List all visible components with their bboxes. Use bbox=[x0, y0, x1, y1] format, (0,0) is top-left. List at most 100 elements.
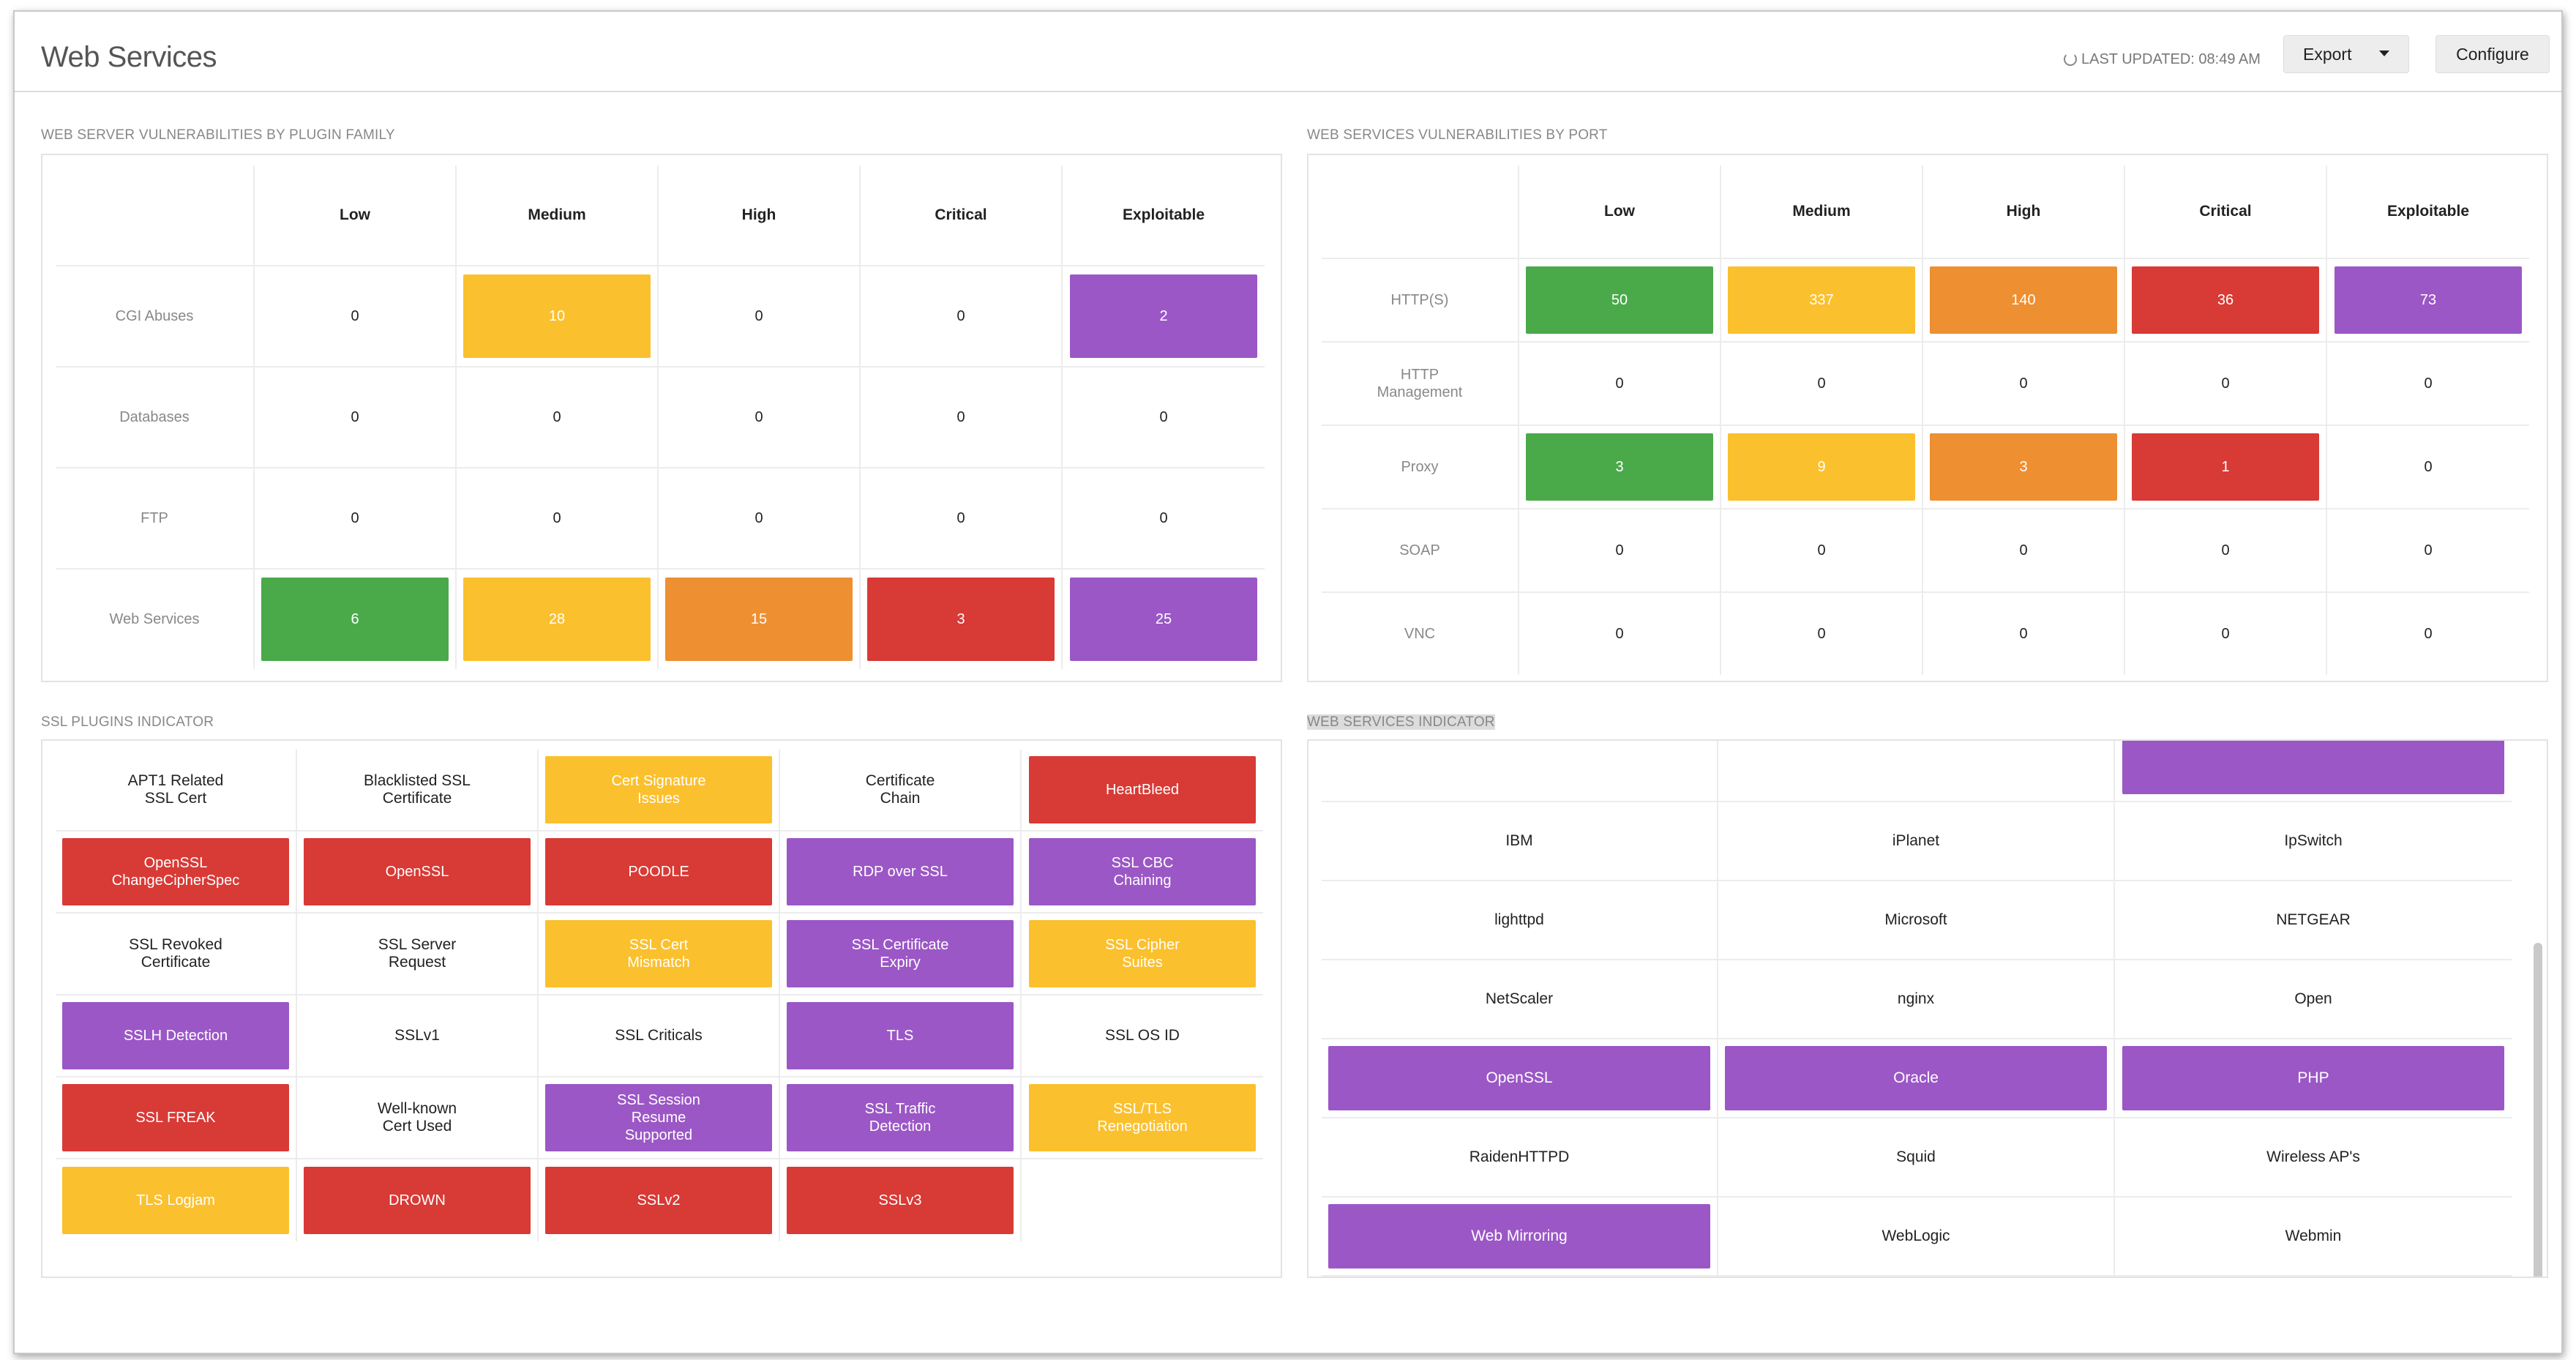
count-value[interactable]: 0 bbox=[2019, 375, 2028, 392]
ws-cell-nginx[interactable]: nginx bbox=[1718, 960, 2115, 1039]
severity-count-high[interactable]: 3 bbox=[1930, 433, 2117, 501]
ssl-tile-cert-signature-issues[interactable]: Cert Signature Issues bbox=[545, 756, 772, 823]
ssl-tile-ssl-session-resume-supported[interactable]: SSL Session Resume Supported bbox=[545, 1084, 772, 1151]
ssl-cell-ssl-freak[interactable]: SSL FREAK bbox=[56, 1077, 297, 1159]
ssl-cell-certificate-chain[interactable]: Certificate Chain bbox=[780, 750, 1022, 832]
ssl-cell-sslv1[interactable]: SSLv1 bbox=[297, 995, 539, 1077]
severity-count-high[interactable]: 140 bbox=[1930, 266, 2117, 334]
count-value[interactable]: 0 bbox=[553, 509, 561, 526]
ssl-cell-sslh-detection[interactable]: SSLH Detection bbox=[56, 995, 297, 1077]
count-value[interactable]: 0 bbox=[2424, 375, 2433, 392]
count-value[interactable]: 0 bbox=[956, 509, 965, 526]
severity-count-low[interactable]: 50 bbox=[1526, 266, 1713, 334]
ssl-cell-tls[interactable]: TLS bbox=[780, 995, 1022, 1077]
ssl-tile-rdp-over-ssl[interactable]: RDP over SSL bbox=[787, 838, 1014, 905]
count-value[interactable]: 0 bbox=[2221, 542, 2230, 558]
ws-cell-lighttpd[interactable]: lighttpd bbox=[1322, 881, 1718, 960]
severity-count-medium[interactable]: 28 bbox=[463, 578, 651, 661]
count-value[interactable]: 0 bbox=[755, 307, 763, 324]
count-value[interactable]: 0 bbox=[1817, 375, 1826, 392]
count-value[interactable]: 0 bbox=[553, 408, 561, 425]
count-value[interactable]: 0 bbox=[1817, 542, 1826, 558]
ssl-tile-heartbleed[interactable]: HeartBleed bbox=[1029, 756, 1256, 823]
ssl-cell-ssl-session-resume-supported[interactable]: SSL Session Resume Supported bbox=[539, 1077, 780, 1159]
ssl-cell-rdp-over-ssl[interactable]: RDP over SSL bbox=[780, 832, 1022, 913]
ssl-cell-openssl[interactable]: OpenSSL bbox=[297, 832, 539, 913]
severity-count-exploitable[interactable]: 25 bbox=[1070, 578, 1257, 661]
ssl-cell-drown[interactable]: DROWN bbox=[297, 1159, 539, 1241]
ssl-cell-ssl-tls-renegotiation[interactable]: SSL/TLS Renegotiation bbox=[1022, 1077, 1263, 1159]
count-value[interactable]: 0 bbox=[755, 408, 763, 425]
ssl-tile-ssl-traffic-detection[interactable]: SSL Traffic Detection bbox=[787, 1084, 1014, 1151]
ssl-tile-ssl-cert-mismatch[interactable]: SSL Cert Mismatch bbox=[545, 920, 772, 987]
ssl-tile-poodle[interactable]: POODLE bbox=[545, 838, 772, 905]
ssl-tile-ssl-tls-renegotiation[interactable]: SSL/TLS Renegotiation bbox=[1029, 1084, 1256, 1151]
ws-cell-microsoft[interactable]: Microsoft bbox=[1718, 881, 2115, 960]
count-value[interactable]: 0 bbox=[1159, 509, 1168, 526]
ssl-cell-poodle[interactable]: POODLE bbox=[539, 832, 780, 913]
ssl-tile-ssl-freak[interactable]: SSL FREAK bbox=[62, 1084, 289, 1151]
count-value[interactable]: 0 bbox=[2019, 542, 2028, 558]
ssl-tile-tls[interactable]: TLS bbox=[787, 1002, 1014, 1069]
ssl-cell-sslv3[interactable]: SSLv3 bbox=[780, 1159, 1022, 1241]
refresh-icon[interactable] bbox=[2064, 53, 2077, 66]
count-value[interactable]: 0 bbox=[2424, 542, 2433, 558]
count-value[interactable]: 0 bbox=[1615, 542, 1624, 558]
severity-count-high[interactable]: 15 bbox=[665, 578, 853, 661]
count-value[interactable]: 0 bbox=[2019, 625, 2028, 642]
count-value[interactable]: 0 bbox=[2424, 458, 2433, 475]
ws-cell-openssl[interactable]: OpenSSL bbox=[1322, 1039, 1718, 1118]
ws-tile-openssl[interactable]: OpenSSL bbox=[1328, 1046, 1710, 1110]
severity-count-medium[interactable]: 10 bbox=[463, 274, 651, 358]
severity-count-low[interactable]: 3 bbox=[1526, 433, 1713, 501]
ssl-cell-ssl-criticals[interactable]: SSL Criticals bbox=[539, 995, 780, 1077]
severity-count-exploitable[interactable]: 73 bbox=[2334, 266, 2522, 334]
ws-tile-php[interactable]: PHP bbox=[2122, 1046, 2504, 1110]
severity-count-low[interactable]: 6 bbox=[261, 578, 449, 661]
ws-cell-webmin[interactable]: Webmin bbox=[2115, 1198, 2512, 1277]
severity-count-critical[interactable]: 1 bbox=[2132, 433, 2319, 501]
count-value[interactable]: 0 bbox=[2221, 375, 2230, 392]
ws-indicator-scroll[interactable]: IBM iPlanet IpSwitch lighttpd Microsoft NETGE… bbox=[1308, 741, 2547, 1277]
ssl-cell-ssl-traffic-detection[interactable]: SSL Traffic Detection bbox=[780, 1077, 1022, 1159]
ssl-tile-openssl-changecipherspec[interactable]: OpenSSL ChangeCipherSpec bbox=[62, 838, 289, 905]
count-value[interactable]: 0 bbox=[1817, 625, 1826, 642]
ssl-cell-blacklisted-ssl-certificate[interactable]: Blacklisted SSL Certificate bbox=[297, 750, 539, 832]
ws-tile-oracle[interactable]: Oracle bbox=[1725, 1046, 2107, 1110]
ssl-cell-ssl-os-id[interactable]: SSL OS ID bbox=[1022, 995, 1263, 1077]
ws-tile-blank[interactable] bbox=[2122, 741, 2504, 794]
ssl-tile-ssl-certificate-expiry[interactable]: SSL Certificate Expiry bbox=[787, 920, 1014, 987]
count-value[interactable]: 0 bbox=[2424, 625, 2433, 642]
ssl-cell-tls-logjam[interactable]: TLS Logjam bbox=[56, 1159, 297, 1241]
configure-button[interactable]: Configure bbox=[2435, 35, 2550, 73]
ssl-tile-ssl-cipher-suites[interactable]: SSL Cipher Suites bbox=[1029, 920, 1256, 987]
count-value[interactable]: 0 bbox=[351, 509, 359, 526]
ssl-tile-tls-logjam[interactable]: TLS Logjam bbox=[62, 1167, 289, 1234]
ws-cell-wireless-ap-s[interactable]: Wireless AP's bbox=[2115, 1118, 2512, 1198]
severity-count-critical[interactable]: 36 bbox=[2132, 266, 2319, 334]
ws-cell-iplanet[interactable]: iPlanet bbox=[1718, 802, 2115, 881]
ssl-cell-ssl-server-request[interactable]: SSL Server Request bbox=[297, 913, 539, 995]
ws-cell-squid[interactable]: Squid bbox=[1718, 1118, 2115, 1198]
count-value[interactable]: 0 bbox=[1615, 625, 1624, 642]
ws-cell-raidenhttpd[interactable]: RaidenHTTPD bbox=[1322, 1118, 1718, 1198]
ssl-tile-sslv3[interactable]: SSLv3 bbox=[787, 1167, 1014, 1234]
ssl-cell-ssl-cipher-suites[interactable]: SSL Cipher Suites bbox=[1022, 913, 1263, 995]
caret-down-icon[interactable] bbox=[2379, 51, 2389, 56]
ws-cell-php[interactable]: PHP bbox=[2115, 1039, 2512, 1118]
ws-indicator-scrollbar[interactable] bbox=[2534, 943, 2542, 1277]
count-value[interactable]: 0 bbox=[755, 509, 763, 526]
count-value[interactable]: 0 bbox=[956, 408, 965, 425]
ws-cell-oracle[interactable]: Oracle bbox=[1718, 1039, 2115, 1118]
ssl-cell-heartbleed[interactable]: HeartBleed bbox=[1022, 750, 1263, 832]
ssl-cell-sslv2[interactable]: SSLv2 bbox=[539, 1159, 780, 1241]
ws-cell-ipswitch[interactable]: IpSwitch bbox=[2115, 802, 2512, 881]
ssl-tile-sslv2[interactable]: SSLv2 bbox=[545, 1167, 772, 1234]
ws-cell-weblogic[interactable]: WebLogic bbox=[1718, 1198, 2115, 1277]
ssl-cell-well-known-cert-used[interactable]: Well-known Cert Used bbox=[297, 1077, 539, 1159]
ws-cell-netgear[interactable]: NETGEAR bbox=[2115, 881, 2512, 960]
severity-count-critical[interactable]: 3 bbox=[867, 578, 1055, 661]
ssl-cell-cert-signature-issues[interactable]: Cert Signature Issues bbox=[539, 750, 780, 832]
ssl-cell-ssl-certificate-expiry[interactable]: SSL Certificate Expiry bbox=[780, 913, 1022, 995]
ws-cell-web-mirroring[interactable]: Web Mirroring bbox=[1322, 1198, 1718, 1277]
